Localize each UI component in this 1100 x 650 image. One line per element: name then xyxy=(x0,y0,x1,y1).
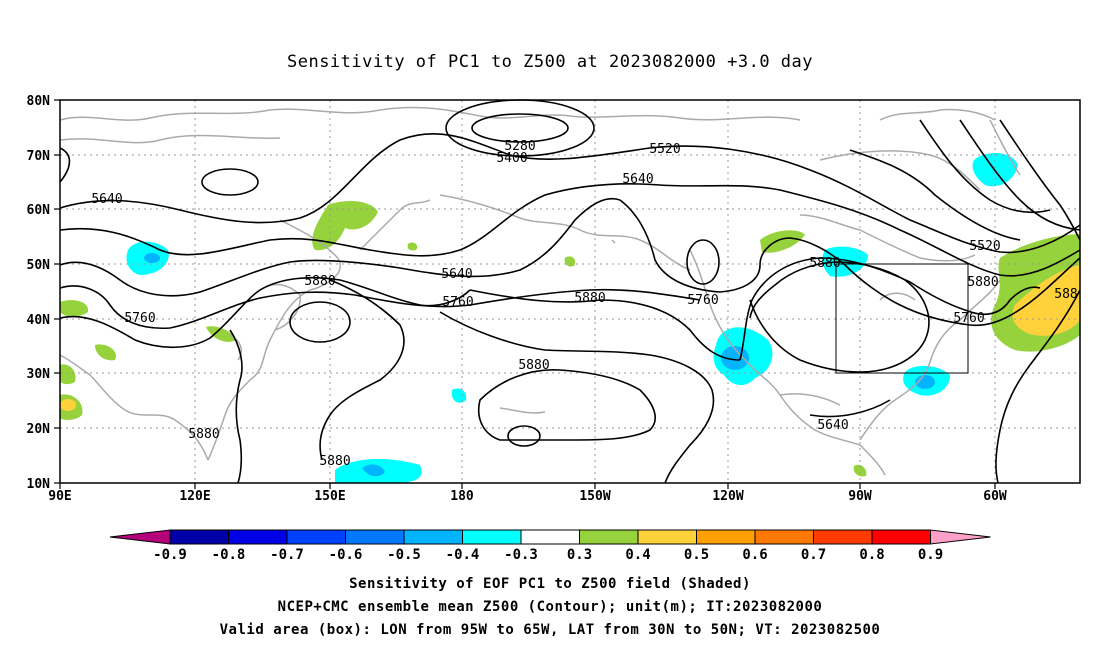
valid-area-box xyxy=(835,263,969,374)
lat-label: 30N xyxy=(27,367,51,382)
lat-label: 80N xyxy=(27,94,51,109)
colorbar-arrow-left xyxy=(109,529,171,545)
latitude-labels: 80N 70N 60N 50N 40N 30N 20N 10N xyxy=(27,94,51,492)
colorbar-swatch xyxy=(169,529,229,545)
colorbar-label: -0.3 xyxy=(504,547,538,563)
colorbar-label: 0.9 xyxy=(918,547,943,563)
lat-label: 10N xyxy=(27,477,51,492)
colorbar-swatch xyxy=(696,529,756,545)
contour-label: 588 xyxy=(1054,287,1077,302)
contour-label: 5880 xyxy=(188,427,219,442)
lon-label: 150E xyxy=(314,489,345,504)
axis-ticks xyxy=(54,99,996,489)
longitude-labels: 90E 120E 150E 180 150W 120W 90W 60W xyxy=(48,489,1007,504)
colorbar-label: -0.8 xyxy=(212,547,246,563)
colorbar: -0.9 -0.8 -0.7 -0.6 -0.5 -0.4 -0.3 0.3 0.4 0.5 0.6… xyxy=(109,529,991,563)
colorbar-swatch xyxy=(228,529,288,545)
lon-label: 90W xyxy=(848,489,872,504)
colorbar-label: 0.8 xyxy=(859,547,884,563)
contour-label: 5880 xyxy=(967,275,998,290)
map-plot-area: 5280 5400 5520 5640 5640 5640 5880 5760 … xyxy=(27,94,1081,504)
colorbar-label: 0.6 xyxy=(742,547,767,563)
lon-label: 120E xyxy=(179,489,210,504)
lat-label: 40N xyxy=(27,313,51,328)
colorbar-label: -0.7 xyxy=(270,547,304,563)
lon-label: 90E xyxy=(48,489,71,504)
contour-label: 5400 xyxy=(496,151,527,166)
caption-line-1: Sensitivity of EOF PC1 to Z500 field (Sh… xyxy=(349,576,751,592)
colorbar-swatch xyxy=(462,529,522,545)
lat-label: 70N xyxy=(27,149,51,164)
z500-contours xyxy=(59,99,1081,484)
contour-label: 5280 xyxy=(504,139,535,154)
lon-label: 120W xyxy=(712,489,743,504)
lon-label: 60W xyxy=(983,489,1007,504)
colorbar-arrow-right xyxy=(930,529,991,545)
contour-label: 5760 xyxy=(124,311,155,326)
colorbar-label: 0.3 xyxy=(567,547,592,563)
lat-label: 60N xyxy=(27,203,51,218)
lon-label: 150W xyxy=(579,489,610,504)
contour-label: 5520 xyxy=(649,142,680,157)
contour-label: 5640 xyxy=(441,267,472,282)
plot-frame xyxy=(59,99,1081,484)
contour-label: 5880 xyxy=(304,274,335,289)
colorbar-swatch xyxy=(520,529,580,545)
caption-line-3: Valid area (box): LON from 95W to 65W, L… xyxy=(220,622,881,638)
colorbar-label: -0.4 xyxy=(446,547,480,563)
contour-labels: 5280 5400 5520 5640 5640 5640 5880 5760 … xyxy=(91,139,1077,469)
contour-label: 5640 xyxy=(91,192,122,207)
coastlines xyxy=(59,106,1021,476)
contour-label: 5760 xyxy=(687,293,718,308)
contour-label: 5760 xyxy=(442,295,473,310)
colorbar-swatch xyxy=(754,529,814,545)
contour-label: 5880 xyxy=(319,454,350,469)
colorbar-label: -0.9 xyxy=(153,547,187,563)
lat-label: 20N xyxy=(27,422,51,437)
contour-label: 5880 xyxy=(518,358,549,373)
lon-label: 180 xyxy=(450,489,474,504)
colorbar-label: 0.7 xyxy=(801,547,826,563)
contour-label: 5880 xyxy=(809,256,840,271)
colorbar-swatch xyxy=(345,529,405,545)
colorbar-swatch xyxy=(286,529,346,545)
colorbar-swatch xyxy=(871,529,931,545)
colorbar-label: 0.4 xyxy=(625,547,650,563)
lat-label: 50N xyxy=(27,258,51,273)
figure-title: Sensitivity of PC1 to Z500 at 2023082000… xyxy=(287,52,813,72)
contour-label: 5520 xyxy=(969,239,1000,254)
colorbar-label: -0.6 xyxy=(329,547,363,563)
colorbar-label: -0.5 xyxy=(387,547,421,563)
colorbar-swatch xyxy=(579,529,639,545)
colorbar-swatch xyxy=(813,529,873,545)
colorbar-label: 0.5 xyxy=(684,547,709,563)
contour-label: 5640 xyxy=(817,418,848,433)
caption-line-2: NCEP+CMC ensemble mean Z500 (Contour); u… xyxy=(278,599,823,615)
colorbar-swatch xyxy=(403,529,463,545)
contour-label: 5880 xyxy=(574,291,605,306)
contour-label: 5640 xyxy=(622,172,653,187)
contour-label: 5760 xyxy=(953,311,984,326)
colorbar-swatch xyxy=(637,529,697,545)
